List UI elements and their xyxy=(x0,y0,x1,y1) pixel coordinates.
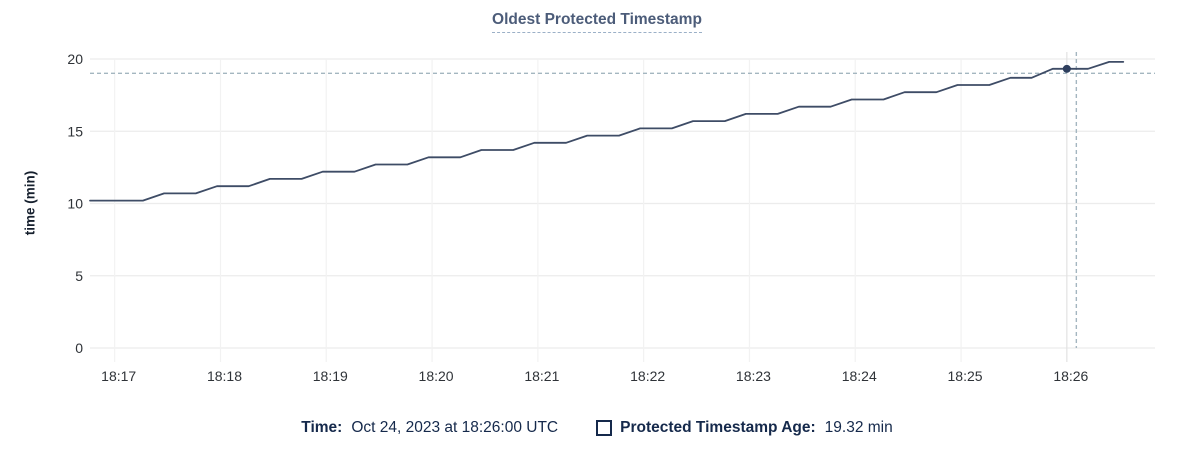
legend-swatch[interactable] xyxy=(596,420,613,436)
chart-title[interactable]: Oldest Protected Timestamp xyxy=(492,11,702,33)
x-tick-label: 18:21 xyxy=(524,368,559,384)
x-tick-label: 18:23 xyxy=(736,368,771,384)
x-tick-label: 18:22 xyxy=(630,368,665,384)
chart-hover-legend: Time: Oct 24, 2023 at 18:26:00 UTC Prote… xyxy=(0,419,1194,437)
series-value: 19.32 min xyxy=(824,419,893,436)
series-name-label: Protected Timestamp Age: xyxy=(620,419,816,436)
y-tick-label: 15 xyxy=(67,123,83,139)
hover-time-value: Oct 24, 2023 at 18:26:00 UTC xyxy=(351,419,559,436)
hover-point[interactable] xyxy=(1062,64,1071,73)
x-tick-label: 18:17 xyxy=(101,368,136,384)
x-tick-label: 18:24 xyxy=(842,368,877,384)
x-tick-label: 18:25 xyxy=(948,368,983,384)
y-tick-label: 10 xyxy=(67,196,83,212)
y-tick-label: 0 xyxy=(75,340,83,356)
x-tick-label: 18:18 xyxy=(207,368,242,384)
y-tick-label: 20 xyxy=(67,51,83,67)
chart-title-row: Oldest Protected Timestamp xyxy=(0,11,1194,33)
x-tick-label: 18:26 xyxy=(1053,368,1088,384)
series-line xyxy=(89,61,1125,202)
y-tick-label: 5 xyxy=(75,268,83,284)
x-tick-label: 18:20 xyxy=(419,368,454,384)
x-tick-label: 18:19 xyxy=(313,368,348,384)
hover-time-label: Time: xyxy=(301,419,343,436)
line-chart[interactable]: 0 5 10 15 20 18:17 18:18 18:19 18:20 18:21 18:22 18… xyxy=(0,0,1194,400)
